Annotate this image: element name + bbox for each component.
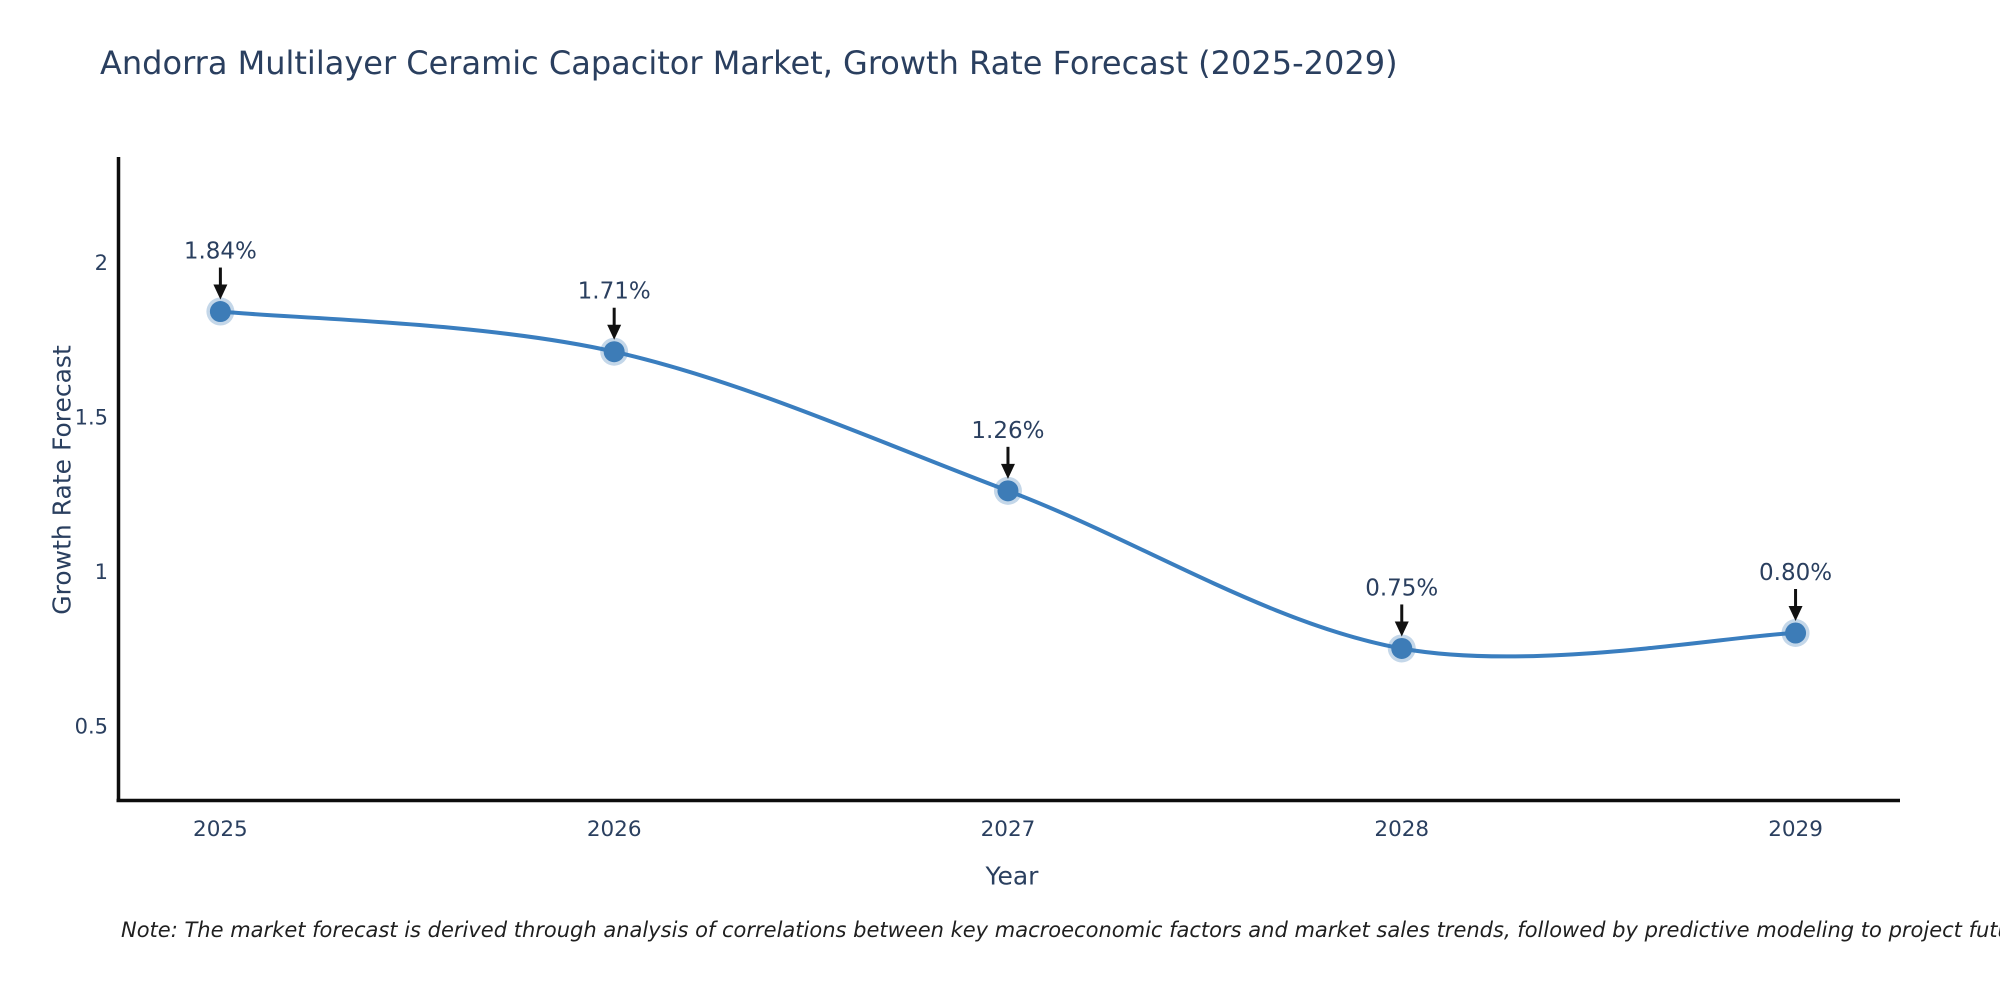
annotation-arrow-head [213,284,228,300]
annotation-label: 1.84% [184,239,257,265]
annotation-label: 0.75% [1365,575,1438,601]
y-tick-label: 2 [95,251,108,275]
data-point-marker[interactable] [209,301,231,323]
annotation-arrow-head [1788,606,1803,621]
y-tick-label: 1 [95,560,108,584]
annotation-label: 1.26% [971,418,1044,444]
annotation-arrow-head [1394,621,1409,637]
annotation-label: 0.80% [1759,560,1832,586]
x-axis-title: Year [985,861,1039,891]
x-tick-label: 2026 [587,817,642,842]
y-tick-label: 0.5 [75,715,108,739]
x-tick-label: 2029 [1768,817,1823,842]
annotation-label: 1.71% [578,279,651,305]
annotation-arrow-head [607,324,622,340]
x-tick-label: 2025 [193,817,248,842]
footnote: Note: The market forecast is derived thr… [121,918,2000,942]
data-point-marker[interactable] [1785,622,1807,644]
data-point-marker[interactable] [603,341,625,363]
y-axis-title: Growth Rate Forecast [47,345,77,615]
data-point-marker[interactable] [997,480,1019,502]
data-point-marker[interactable] [1391,637,1413,659]
y-tick-label: 1.5 [75,406,108,430]
x-tick-label: 2027 [981,817,1036,842]
x-tick-label: 2028 [1374,817,1429,842]
annotation-arrow-head [1000,463,1015,479]
chart-title: Andorra Multilayer Ceramic Capacitor Mar… [100,44,1398,82]
